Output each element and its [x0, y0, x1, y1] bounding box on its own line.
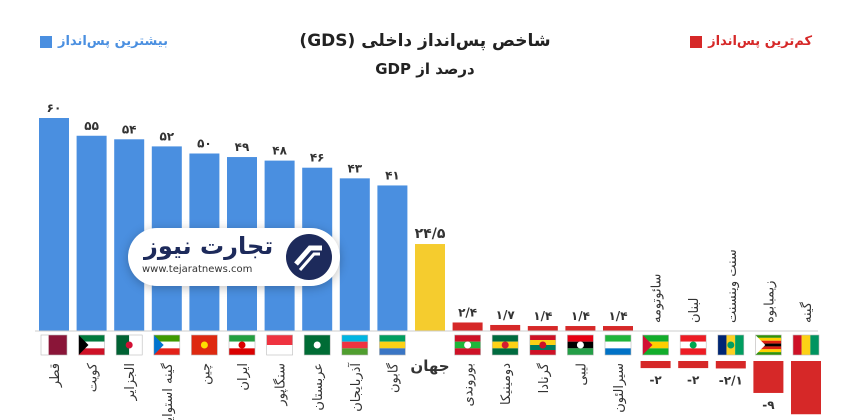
value-label-4: ۵۲ — [159, 129, 174, 143]
value-label-17: -۲ — [649, 373, 662, 387]
bar-16 — [603, 326, 633, 331]
libya-flag-icon — [567, 334, 594, 356]
algeria-flag-icon — [115, 334, 143, 356]
bar-15 — [565, 326, 596, 331]
category-label-6: ایران — [236, 363, 251, 391]
legend-lowest-label: کم‌ترین پس‌انداز — [708, 34, 812, 49]
value-label-7: ۴۸ — [272, 144, 287, 158]
singapore-flag-icon — [266, 334, 293, 356]
value-label-6: ۴۹ — [235, 140, 250, 154]
category-label-7: سنگاپور — [273, 363, 289, 407]
china-flag-icon — [191, 334, 218, 356]
value-label-8: ۴۶ — [310, 151, 325, 165]
value-label-19: -۲/۱ — [719, 373, 743, 387]
category-label-20: زیمبابوه — [762, 281, 777, 323]
bar-10 — [377, 185, 408, 331]
azerbaijan-flag-icon — [341, 334, 369, 356]
category-label-16: سیرالئون — [612, 363, 627, 413]
category-label-5: چین — [198, 363, 213, 385]
bar-13 — [490, 324, 521, 331]
legend-highest-savings: بیشترین پس‌انداز — [40, 34, 168, 49]
gabon-flag-icon — [379, 334, 406, 356]
category-label-21: گینه — [799, 301, 815, 323]
bar-20 — [753, 361, 784, 393]
category-label-18: لبنان — [687, 298, 702, 323]
guinea-flag-icon — [792, 334, 820, 356]
watermark-logo: تجارت نیوز www.tejaratnews.com — [128, 228, 340, 286]
qatar-flag-icon — [40, 334, 68, 356]
legend-highest-label: بیشترین پس‌انداز — [58, 34, 168, 49]
value-label-10: ۴۱ — [385, 168, 400, 182]
value-label-14: ۱/۴ — [533, 309, 552, 323]
category-label-10: گابون — [385, 362, 401, 393]
value-label-3: ۵۴ — [122, 122, 137, 136]
bar-11 — [415, 244, 445, 331]
kuwait-flag-icon — [78, 334, 105, 356]
category-label-13: دومینیکا — [499, 363, 514, 405]
iran-flag-icon — [228, 334, 256, 356]
bar-14 — [527, 326, 558, 331]
bar-19 — [715, 361, 746, 369]
legend-lowest-savings: کم‌ترین پس‌انداز — [690, 34, 812, 49]
chart-subtitle: درصد از GDP — [375, 60, 475, 78]
category-label-1: قطر — [48, 363, 63, 388]
value-label-2: ۵۵ — [84, 119, 99, 133]
category-label-8: عربستان — [311, 363, 326, 411]
bar-2 — [76, 135, 107, 331]
sao-tome-flag-icon — [642, 334, 669, 356]
chart-title: شاخص پس‌انداز داخلی (GDS) — [299, 31, 551, 51]
category-label-14: گرنادا — [536, 362, 552, 393]
category-label-9: آذربایجان — [347, 362, 364, 412]
legend-lowest-swatch — [690, 35, 703, 48]
value-label-5: ۵۰ — [197, 137, 212, 151]
value-label-15: ۱/۴ — [571, 309, 590, 323]
tejaratnews-logo-icon — [286, 234, 332, 280]
category-label-12: بوروندی — [462, 363, 477, 407]
legend-highest-swatch — [40, 35, 52, 48]
lebanon-flag-icon — [679, 334, 707, 356]
value-label-18: -۲ — [687, 373, 700, 387]
bar-12 — [452, 322, 483, 331]
value-label-20: -۹ — [762, 398, 775, 412]
bar-9 — [339, 178, 370, 331]
burundi-flag-icon — [454, 334, 481, 356]
bar-18 — [678, 361, 709, 369]
category-label-11: جهان — [410, 357, 449, 375]
value-label-9: ۴۳ — [347, 161, 362, 175]
value-label-12: ۲/۴ — [458, 305, 477, 319]
value-label-11: ۲۴/۵ — [415, 226, 446, 242]
category-label-2: کویت — [86, 362, 101, 392]
value-label-16: ۱/۴ — [608, 309, 627, 323]
bar-1 — [39, 118, 69, 331]
zimbabwe-flag-icon — [755, 334, 782, 356]
category-label-3: الجزایر — [123, 363, 138, 402]
category-label-17: سائوتومه — [650, 274, 665, 323]
value-label-13: ۱/۷ — [496, 308, 516, 322]
saudi-arabia-flag-icon — [303, 334, 331, 356]
equatorial-guinea-flag-icon — [153, 334, 181, 356]
watermark-brand: تجارت نیوز — [144, 232, 274, 260]
bar-17 — [640, 361, 671, 369]
category-label-19: سنت وینسنت — [725, 249, 740, 323]
grenada-flag-icon — [529, 334, 557, 356]
dominica-flag-icon — [491, 334, 519, 356]
watermark-url: www.tejaratnews.com — [142, 264, 253, 275]
value-label-1: ۶۰ — [47, 101, 62, 115]
category-label-15: لیبی — [574, 363, 589, 386]
saint-vincent-flag-icon — [717, 334, 745, 356]
bar-21 — [791, 361, 821, 415]
sierra-leone-flag-icon — [604, 334, 632, 356]
category-label-4: گینه استوایی — [160, 362, 176, 420]
